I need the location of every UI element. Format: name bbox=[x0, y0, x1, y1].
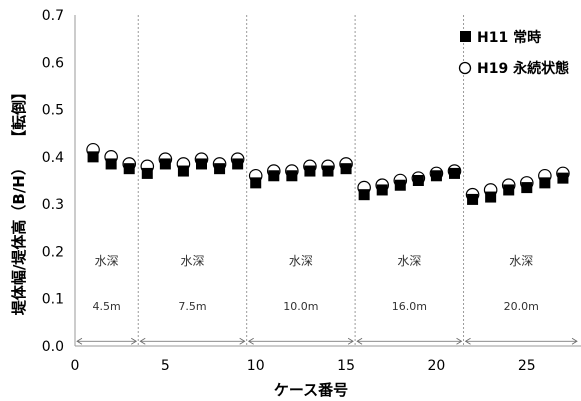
point-h11 bbox=[539, 177, 551, 189]
segment-arrow-head-left bbox=[247, 337, 254, 345]
segment-arrow-head-right bbox=[239, 337, 246, 345]
point-h11 bbox=[467, 193, 479, 205]
y-axis-title-group: 堤体幅/堤体高（B/H） 【転倒】 bbox=[10, 85, 28, 315]
point-h11 bbox=[268, 170, 280, 182]
legend: H11 常時 H19 永続状態 bbox=[458, 29, 569, 77]
segment-label: 水深 bbox=[509, 254, 533, 268]
x-tick-label: 15 bbox=[337, 358, 355, 374]
point-h11 bbox=[394, 179, 406, 191]
segment-arrow-head-right bbox=[571, 337, 578, 345]
point-h11 bbox=[358, 189, 370, 201]
y-tick-label: 0.0 bbox=[42, 339, 64, 355]
segment-arrow-head-right bbox=[131, 337, 138, 345]
segment-depth-label: 20.0m bbox=[504, 300, 539, 313]
y-tick-label: 0.7 bbox=[42, 8, 64, 24]
y-tick-label: 0.4 bbox=[42, 150, 64, 166]
segment-arrow-head-right bbox=[456, 337, 463, 345]
point-h11 bbox=[214, 163, 226, 175]
y-tick-label: 0.3 bbox=[42, 197, 64, 213]
y-axis-title: 堤体幅/堤体高（B/H） 【転倒】 bbox=[10, 85, 28, 315]
y-axis-title-tag: 【転倒】 bbox=[10, 85, 28, 145]
y-tick-label: 0.2 bbox=[42, 244, 64, 260]
point-h11 bbox=[196, 158, 207, 170]
axis-ticks: 0.0 0.1 0.2 0.3 0.4 0.5 0.6 0.7 0 5 10 15 20 25 bbox=[42, 8, 536, 374]
point-h11 bbox=[340, 163, 352, 175]
point-h11 bbox=[87, 151, 99, 163]
segment-label: 水深 bbox=[180, 254, 204, 268]
point-h11 bbox=[557, 172, 569, 184]
segment-arrow-head-left bbox=[139, 337, 146, 345]
x-tick-label: 25 bbox=[518, 358, 536, 374]
x-tick-label: 5 bbox=[161, 358, 170, 374]
y-tick-label: 0.6 bbox=[42, 55, 64, 71]
point-h11 bbox=[322, 165, 334, 177]
plot-frame bbox=[74, 15, 581, 347]
segment-label: 水深 bbox=[289, 254, 313, 268]
x-axis-title: ケース番号 bbox=[274, 381, 348, 399]
segment-arrow-head-left bbox=[356, 337, 363, 345]
y-tick-label: 0.5 bbox=[42, 103, 64, 119]
segment-depth-label: 7.5m bbox=[178, 300, 206, 313]
point-h11 bbox=[376, 184, 388, 196]
x-tick-label: 0 bbox=[71, 358, 80, 374]
depth-segments: 水深 4.5m 水深 7.5m 水深 10.0m 水深 16.0m 水深 20.0m bbox=[76, 15, 578, 346]
y-axis-title-text: 堤体幅/堤体高（B/H） bbox=[10, 160, 28, 315]
legend-square-marker bbox=[460, 31, 471, 42]
segment-depth-label: 16.0m bbox=[392, 300, 427, 313]
point-h11 bbox=[105, 158, 117, 170]
point-h11 bbox=[177, 165, 189, 177]
segment-label: 水深 bbox=[397, 254, 421, 268]
legend-label-h11: H11 常時 bbox=[477, 29, 541, 46]
point-h11 bbox=[123, 163, 135, 175]
x-tick-label: 20 bbox=[428, 358, 446, 374]
point-h11 bbox=[250, 177, 262, 189]
point-h11 bbox=[449, 167, 460, 179]
x-tick-label: 10 bbox=[247, 358, 265, 374]
segment-label: 水深 bbox=[95, 254, 119, 268]
point-h11 bbox=[485, 191, 497, 203]
segment-depth-label: 4.5m bbox=[93, 300, 121, 313]
segment-arrow-head-left bbox=[76, 337, 83, 345]
point-h11 bbox=[430, 170, 442, 182]
point-h11 bbox=[159, 158, 171, 170]
segment-depth-label: 10.0m bbox=[283, 300, 318, 313]
segment-arrow-head-right bbox=[347, 337, 354, 345]
point-h11 bbox=[412, 175, 424, 186]
point-h11 bbox=[503, 184, 515, 196]
point-h11 bbox=[141, 167, 153, 179]
point-h11 bbox=[286, 170, 298, 182]
y-tick-label: 0.1 bbox=[42, 292, 64, 308]
data-points bbox=[86, 142, 570, 205]
legend-label-h19: H19 永続状態 bbox=[477, 60, 569, 77]
segment-arrow-head-left bbox=[464, 337, 471, 345]
point-h11 bbox=[521, 182, 533, 194]
point-h11 bbox=[232, 158, 244, 170]
point-h11 bbox=[304, 165, 316, 177]
legend-circle-marker bbox=[458, 61, 472, 75]
